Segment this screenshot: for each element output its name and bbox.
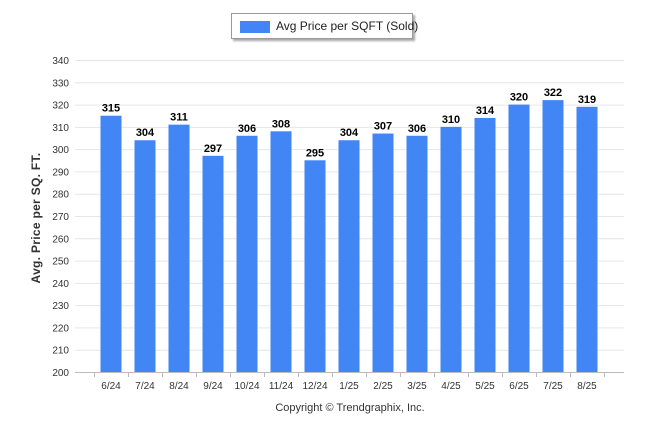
y-tick-label: 260	[52, 234, 69, 245]
bar	[168, 124, 190, 372]
y-tick-label: 320	[52, 101, 69, 112]
bar	[236, 135, 258, 372]
data-label: 311	[170, 112, 188, 124]
y-tick-label: 210	[52, 346, 69, 357]
y-tick-label: 280	[52, 190, 69, 201]
y-tick-label: 220	[52, 323, 69, 334]
data-label: 322	[544, 87, 562, 99]
x-tick-label: 11/24	[269, 381, 294, 392]
bar	[372, 133, 394, 372]
x-tick-label: 6/24	[101, 381, 121, 392]
data-label: 320	[510, 92, 528, 104]
bar	[576, 106, 598, 373]
x-tick-label: 6/25	[509, 381, 529, 392]
data-label: 295	[306, 147, 324, 159]
bar	[304, 160, 326, 372]
y-tick-label: 200	[52, 368, 69, 379]
bar	[440, 126, 462, 372]
x-tick-label: 9/24	[203, 381, 223, 392]
x-tick-label: 3/25	[407, 381, 427, 392]
legend-label: Avg Price per SQFT (Sold)	[276, 19, 419, 33]
bar	[202, 155, 224, 372]
y-tick-label: 250	[52, 257, 69, 268]
bar	[100, 115, 122, 372]
data-label: 304	[136, 127, 155, 139]
bar	[508, 104, 530, 373]
y-tick-label: 290	[52, 167, 69, 178]
bar	[270, 131, 292, 372]
x-tick-label: 4/25	[441, 381, 461, 392]
y-tick-label: 240	[52, 279, 69, 290]
bar	[542, 100, 564, 372]
x-tick-label: 8/24	[169, 381, 189, 392]
data-label: 319	[578, 94, 596, 106]
data-label: 306	[238, 123, 256, 135]
x-tick-label: 5/25	[475, 381, 495, 392]
data-label: 297	[204, 143, 222, 155]
legend-swatch	[240, 21, 270, 33]
y-tick-label: 270	[52, 212, 69, 223]
y-tick-label: 300	[52, 145, 69, 156]
bar	[474, 117, 496, 372]
y-tick-label: 340	[52, 56, 69, 67]
x-tick-label: 7/25	[543, 381, 563, 392]
data-label: 314	[476, 105, 495, 117]
data-label: 306	[408, 123, 426, 135]
data-label: 304	[340, 127, 359, 139]
x-tick-label: 2/25	[373, 381, 393, 392]
bar	[134, 140, 156, 372]
data-label: 315	[102, 103, 120, 115]
y-axis-label: Avg. Price per SQ. FT.	[29, 152, 43, 284]
x-tick-label: 12/24	[302, 381, 327, 392]
y-tick-label: 330	[52, 78, 69, 89]
copyright-text: Copyright © Trendgraphix, Inc.	[275, 402, 425, 414]
x-tick-label: 1/25	[339, 381, 359, 392]
x-tick-label: 10/24	[234, 381, 259, 392]
data-label: 310	[442, 114, 460, 126]
x-tick-label: 7/24	[135, 381, 155, 392]
legend[interactable]: Avg Price per SQFT (Sold)	[231, 13, 418, 39]
y-tick-label: 310	[52, 123, 69, 134]
data-label: 307	[374, 121, 392, 133]
y-tick-label: 230	[52, 301, 69, 312]
data-label: 308	[272, 118, 290, 130]
x-tick-label: 8/25	[577, 381, 597, 392]
bar	[406, 135, 428, 372]
bar	[338, 140, 360, 372]
